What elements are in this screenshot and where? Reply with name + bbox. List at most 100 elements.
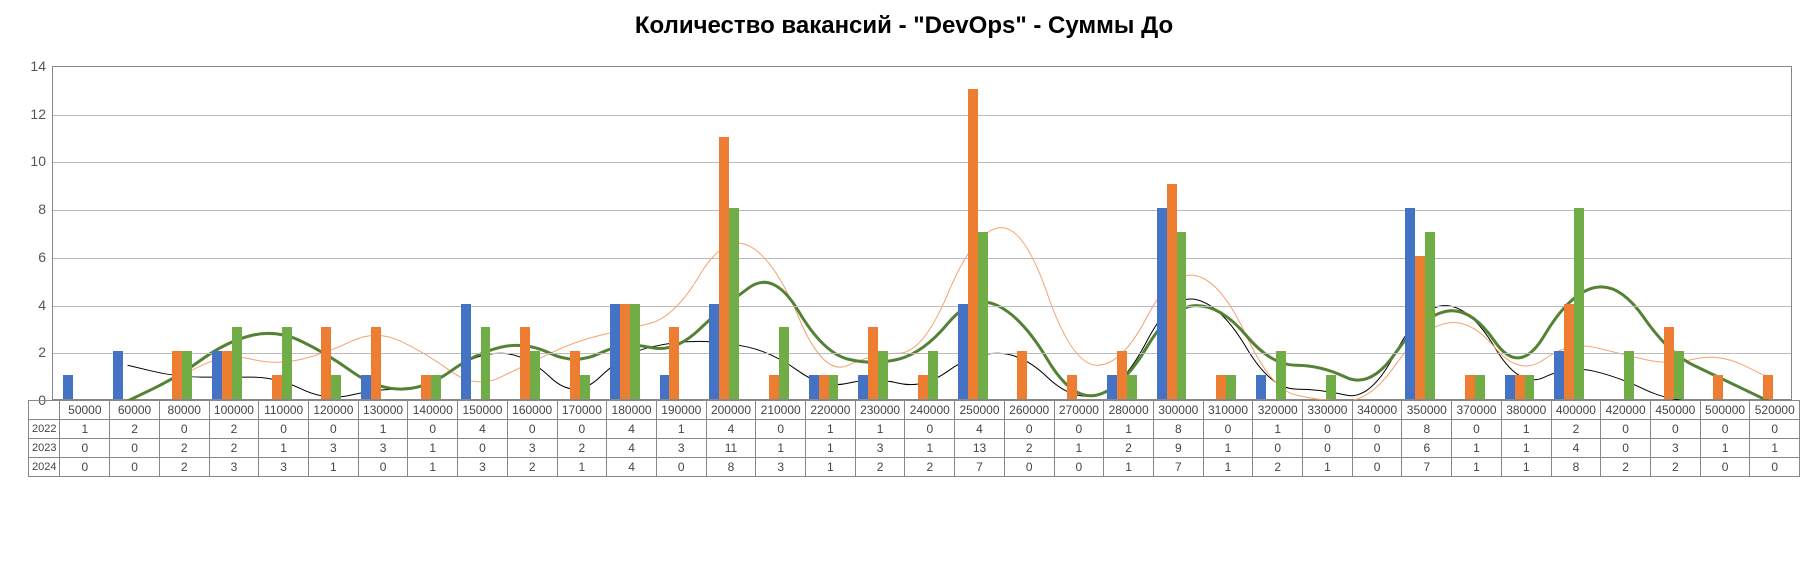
table-cell: 2 [209,439,259,458]
table-cell: 8 [1402,420,1452,439]
table-cell: 0 [1203,420,1253,439]
table-cell: 9 [1153,439,1203,458]
table-cell: 0 [1352,458,1402,477]
bar-2022 [1405,208,1415,399]
category-header: 170000 [557,401,607,420]
table-cell: 1 [1203,458,1253,477]
table-cell: 4 [706,420,756,439]
bar-2023 [769,375,779,399]
category-header: 100000 [209,401,259,420]
table-cell: 2 [1104,439,1154,458]
category-header: 60000 [110,401,160,420]
category-header: 230000 [855,401,905,420]
y-tick-label: 14 [6,58,46,74]
bar-2023 [1117,351,1127,399]
table-cell: 2 [159,439,209,458]
table-cell: 0 [507,420,557,439]
table-cell: 0 [458,439,508,458]
category-header: 240000 [905,401,955,420]
bar-2023 [1763,375,1773,399]
bar-2022 [113,351,123,399]
table-cell: 4 [1551,439,1601,458]
bar-2024 [1525,375,1535,399]
grid-line [53,306,1791,307]
table-cell: 1 [756,439,806,458]
bar-2024 [1574,208,1584,399]
bar-2023 [1017,351,1027,399]
table-cell: 1 [656,420,706,439]
table-cell: 3 [507,439,557,458]
table-cell: 0 [1352,439,1402,458]
bar-2022 [610,304,620,399]
table-cell: 8 [1551,458,1601,477]
bar-2023 [1415,256,1425,399]
table-cell: 13 [955,439,1005,458]
table-cell: 4 [955,420,1005,439]
table-cell: 3 [756,458,806,477]
bar-2022 [1107,375,1117,399]
table-cell: 1 [1501,420,1551,439]
table-cell: 4 [607,439,657,458]
bar-2022 [1256,375,1266,399]
table-cell: 2 [1253,458,1303,477]
bar-2022 [709,304,719,399]
table-cell: 1 [1054,439,1104,458]
bar-2023 [1515,375,1525,399]
table-row: 202212020010400414011040018010080120000 [29,420,1800,439]
bar-2024 [1475,375,1485,399]
bar-2024 [1127,375,1137,399]
table-cell: 3 [209,458,259,477]
table-cell: 0 [110,458,160,477]
table-cell: 1 [408,458,458,477]
table-cell: 0 [60,458,110,477]
table-cell: 0 [1303,420,1353,439]
category-header: 400000 [1551,401,1601,420]
bar-2024 [1276,351,1286,399]
bar-2023 [371,327,381,399]
table-cell: 4 [607,420,657,439]
bar-2023 [570,351,580,399]
table-cell: 1 [1104,458,1154,477]
bar-2022 [1505,375,1515,399]
table-cell: 1 [855,420,905,439]
bar-2023 [222,351,232,399]
table-cell: 2 [1004,439,1054,458]
category-header: 420000 [1601,401,1651,420]
table-cell: 1 [1104,420,1154,439]
y-tick-label: 4 [6,297,46,313]
category-header: 310000 [1203,401,1253,420]
category-header: 190000 [656,401,706,420]
table-cell: 2 [905,458,955,477]
bar-2024 [1425,232,1435,399]
bar-2023 [819,375,829,399]
bar-2022 [809,375,819,399]
bar-2024 [1226,375,1236,399]
bar-2022 [461,304,471,399]
bar-2023 [272,375,282,399]
category-header: 340000 [1352,401,1402,420]
table-cell: 0 [1700,420,1750,439]
bar-2022 [361,375,371,399]
category-header: 140000 [408,401,458,420]
bar-2024 [878,351,888,399]
row-label: 2023 [29,439,60,458]
category-header: 150000 [458,401,508,420]
data-table: 5000060000800001000001100001200001300001… [28,400,1800,477]
table-cell: 1 [1303,458,1353,477]
grid-line [53,210,1791,211]
table-cell: 3 [309,439,359,458]
table-cell: 0 [1054,420,1104,439]
table-cell: 0 [1700,458,1750,477]
bar-2023 [719,137,729,399]
bar-2024 [729,208,739,399]
bar-2023 [868,327,878,399]
category-header: 300000 [1153,401,1203,420]
grid-line [53,115,1791,116]
bar-2023 [1167,184,1177,399]
category-header: 180000 [607,401,657,420]
bar-2024 [1674,351,1684,399]
table-cell: 0 [1650,420,1700,439]
category-header: 380000 [1501,401,1551,420]
table-cell: 1 [806,420,856,439]
bar-2023 [321,327,331,399]
